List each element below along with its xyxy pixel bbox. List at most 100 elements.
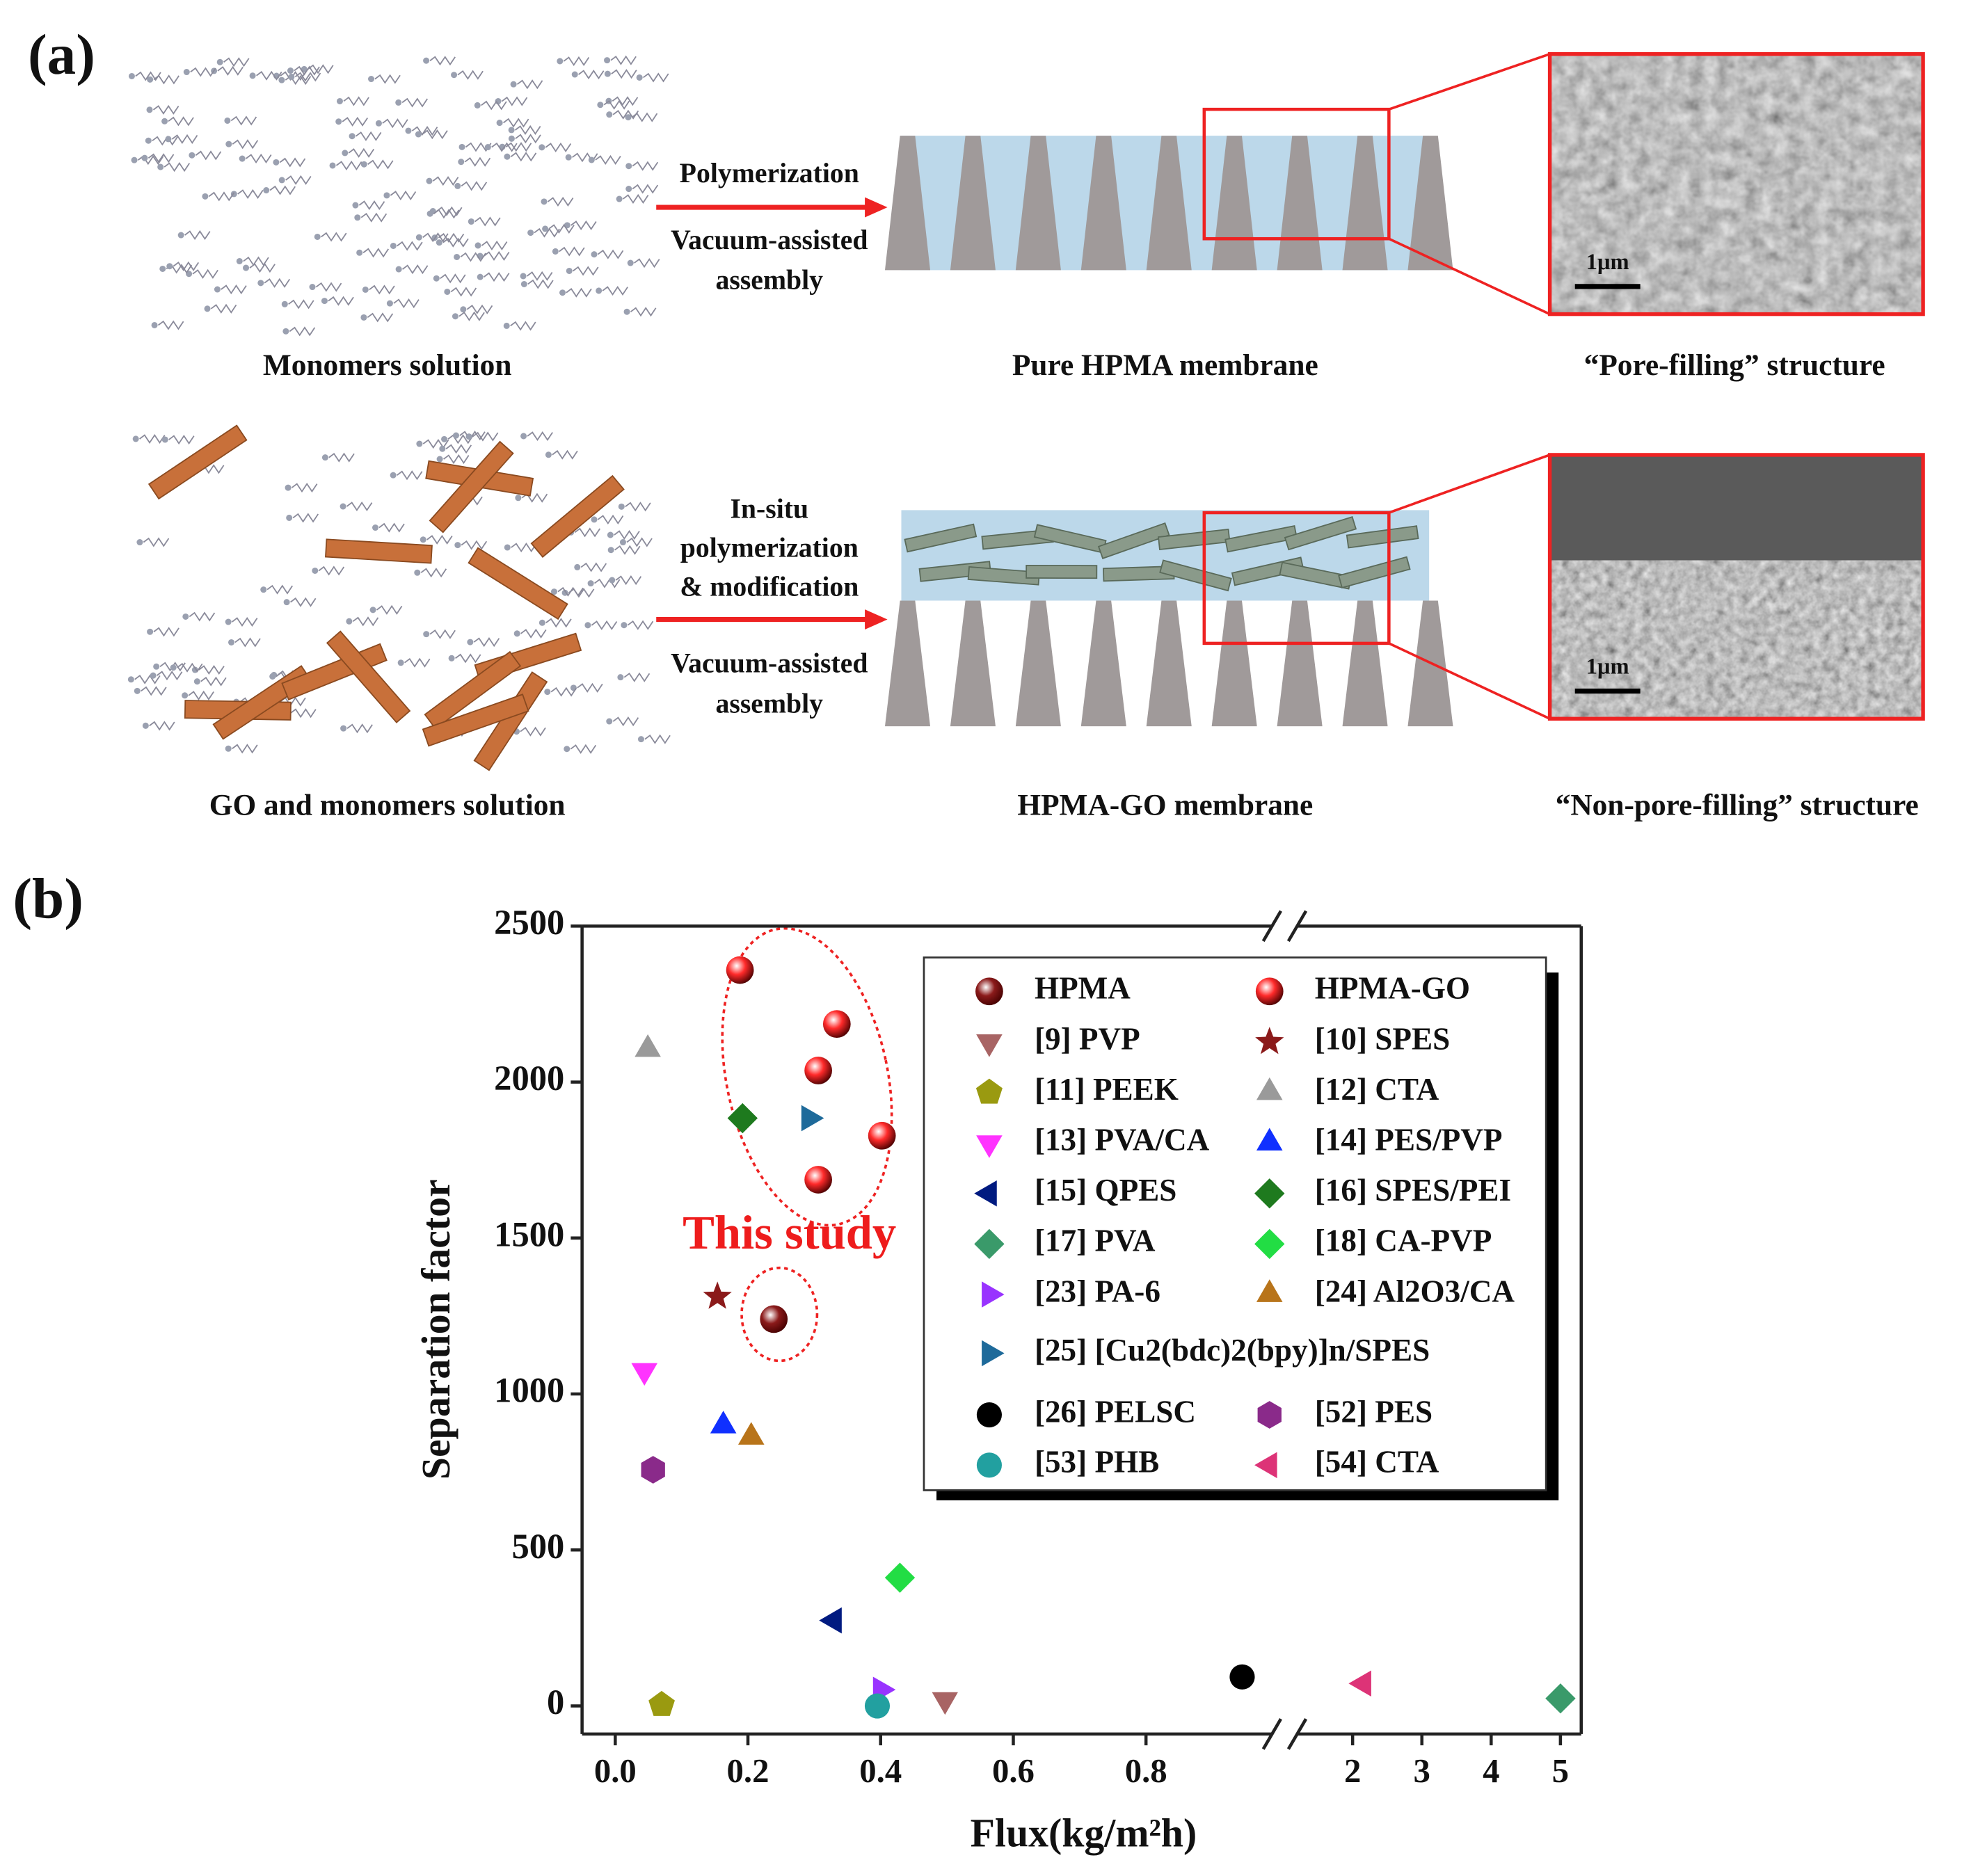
molecule-head [314,233,321,241]
data-point [726,956,754,984]
molecule [552,449,578,460]
support-pillar [1277,136,1323,271]
data-point [932,1692,958,1715]
x-tick-label: 3 [1414,1752,1430,1790]
molecule [505,142,532,152]
molecule [570,744,597,754]
molecule-head [637,736,644,743]
molecule [597,249,624,259]
molecule-head [436,456,443,463]
molecule [411,126,438,136]
molecule-head [544,689,551,696]
go-flake [530,474,625,558]
molecule-head [216,58,223,65]
molecule-head [415,234,422,241]
molecule [149,721,175,731]
molecule [343,96,369,106]
x-tick-label: 0.4 [859,1752,902,1790]
molecule-head [340,503,346,510]
molecule [626,537,653,547]
molecule-head [504,153,511,160]
molecule [442,237,469,248]
molecule-head [566,267,573,274]
molecule-head [150,672,157,679]
molecule [603,99,630,110]
molecule-head [285,484,292,491]
molecule-head [329,162,336,169]
arrow-label: assembly [716,688,824,719]
molecule-head [444,288,451,295]
molecule-head [354,214,361,221]
molecule-head [224,117,231,124]
molecule-head [565,154,572,161]
support-pillar [1146,600,1192,727]
legend-label: [54] CTA [1315,1445,1439,1480]
molecule [152,104,179,115]
molecule [520,628,547,639]
legend-label: [16] SPES/PEI [1315,1173,1511,1208]
molecule-head [604,57,611,64]
molecule [632,161,659,171]
molecule [634,258,660,268]
legend-label: [14] PES/PVP [1315,1122,1503,1157]
molecule-head [193,678,200,685]
go-layer-flake [1026,564,1098,579]
molecule [595,154,621,166]
y-tick-label: 1000 [494,1371,564,1410]
x-tick-label: 0.0 [594,1752,637,1790]
molecule-head [606,718,613,725]
molecule-head [177,232,184,239]
support-pillar [1015,136,1061,271]
molecule-head [397,659,404,666]
molecule-head [468,218,474,225]
molecule-head [342,150,349,157]
molecule [401,264,429,275]
molecule-head [591,516,598,523]
molecule-head [623,308,630,315]
molecule [135,71,161,81]
molecule [612,96,639,106]
molecule [547,196,574,207]
x-tick-label: 4 [1483,1752,1499,1790]
molecule-head [340,725,347,732]
molecule-head [552,248,559,255]
legend-marker [975,977,1003,1006]
molecule-head [309,284,316,291]
molecule [342,116,369,127]
go-flake [326,630,411,723]
molecule-head [127,676,134,683]
molecule-head [415,131,422,138]
molecule-head [448,655,455,662]
molecule [141,686,167,696]
molecule [376,604,403,615]
support-pillar [1146,136,1192,271]
support-pillar [1407,136,1453,271]
molecule [294,65,320,76]
go-layer-flake [1157,528,1231,551]
molecule-head [360,161,367,168]
molecule [545,618,572,628]
molecule-head [260,586,267,593]
molecule [210,303,237,314]
molecule [198,664,225,675]
molecule [358,200,385,211]
molecule [484,250,510,262]
molecule [420,568,447,578]
arrow-label: & modification [680,571,859,602]
axis-break [1286,1718,1308,1750]
molecule-head [136,539,143,546]
support-pillar [950,600,996,727]
molecule [627,620,654,630]
molecule-head [504,544,511,551]
molecule-head [520,433,527,440]
data-point [760,1305,788,1333]
molecule-head [288,73,295,80]
molecule-head [390,472,397,479]
go-flake [468,547,568,620]
molecule-head [454,253,461,261]
data-point [804,1166,832,1194]
structure-label: “Non-pore-filling” structure [1556,788,1919,821]
sem-top [1549,454,1924,561]
support-pillar [1342,600,1388,727]
legend-marker [1256,1128,1283,1151]
